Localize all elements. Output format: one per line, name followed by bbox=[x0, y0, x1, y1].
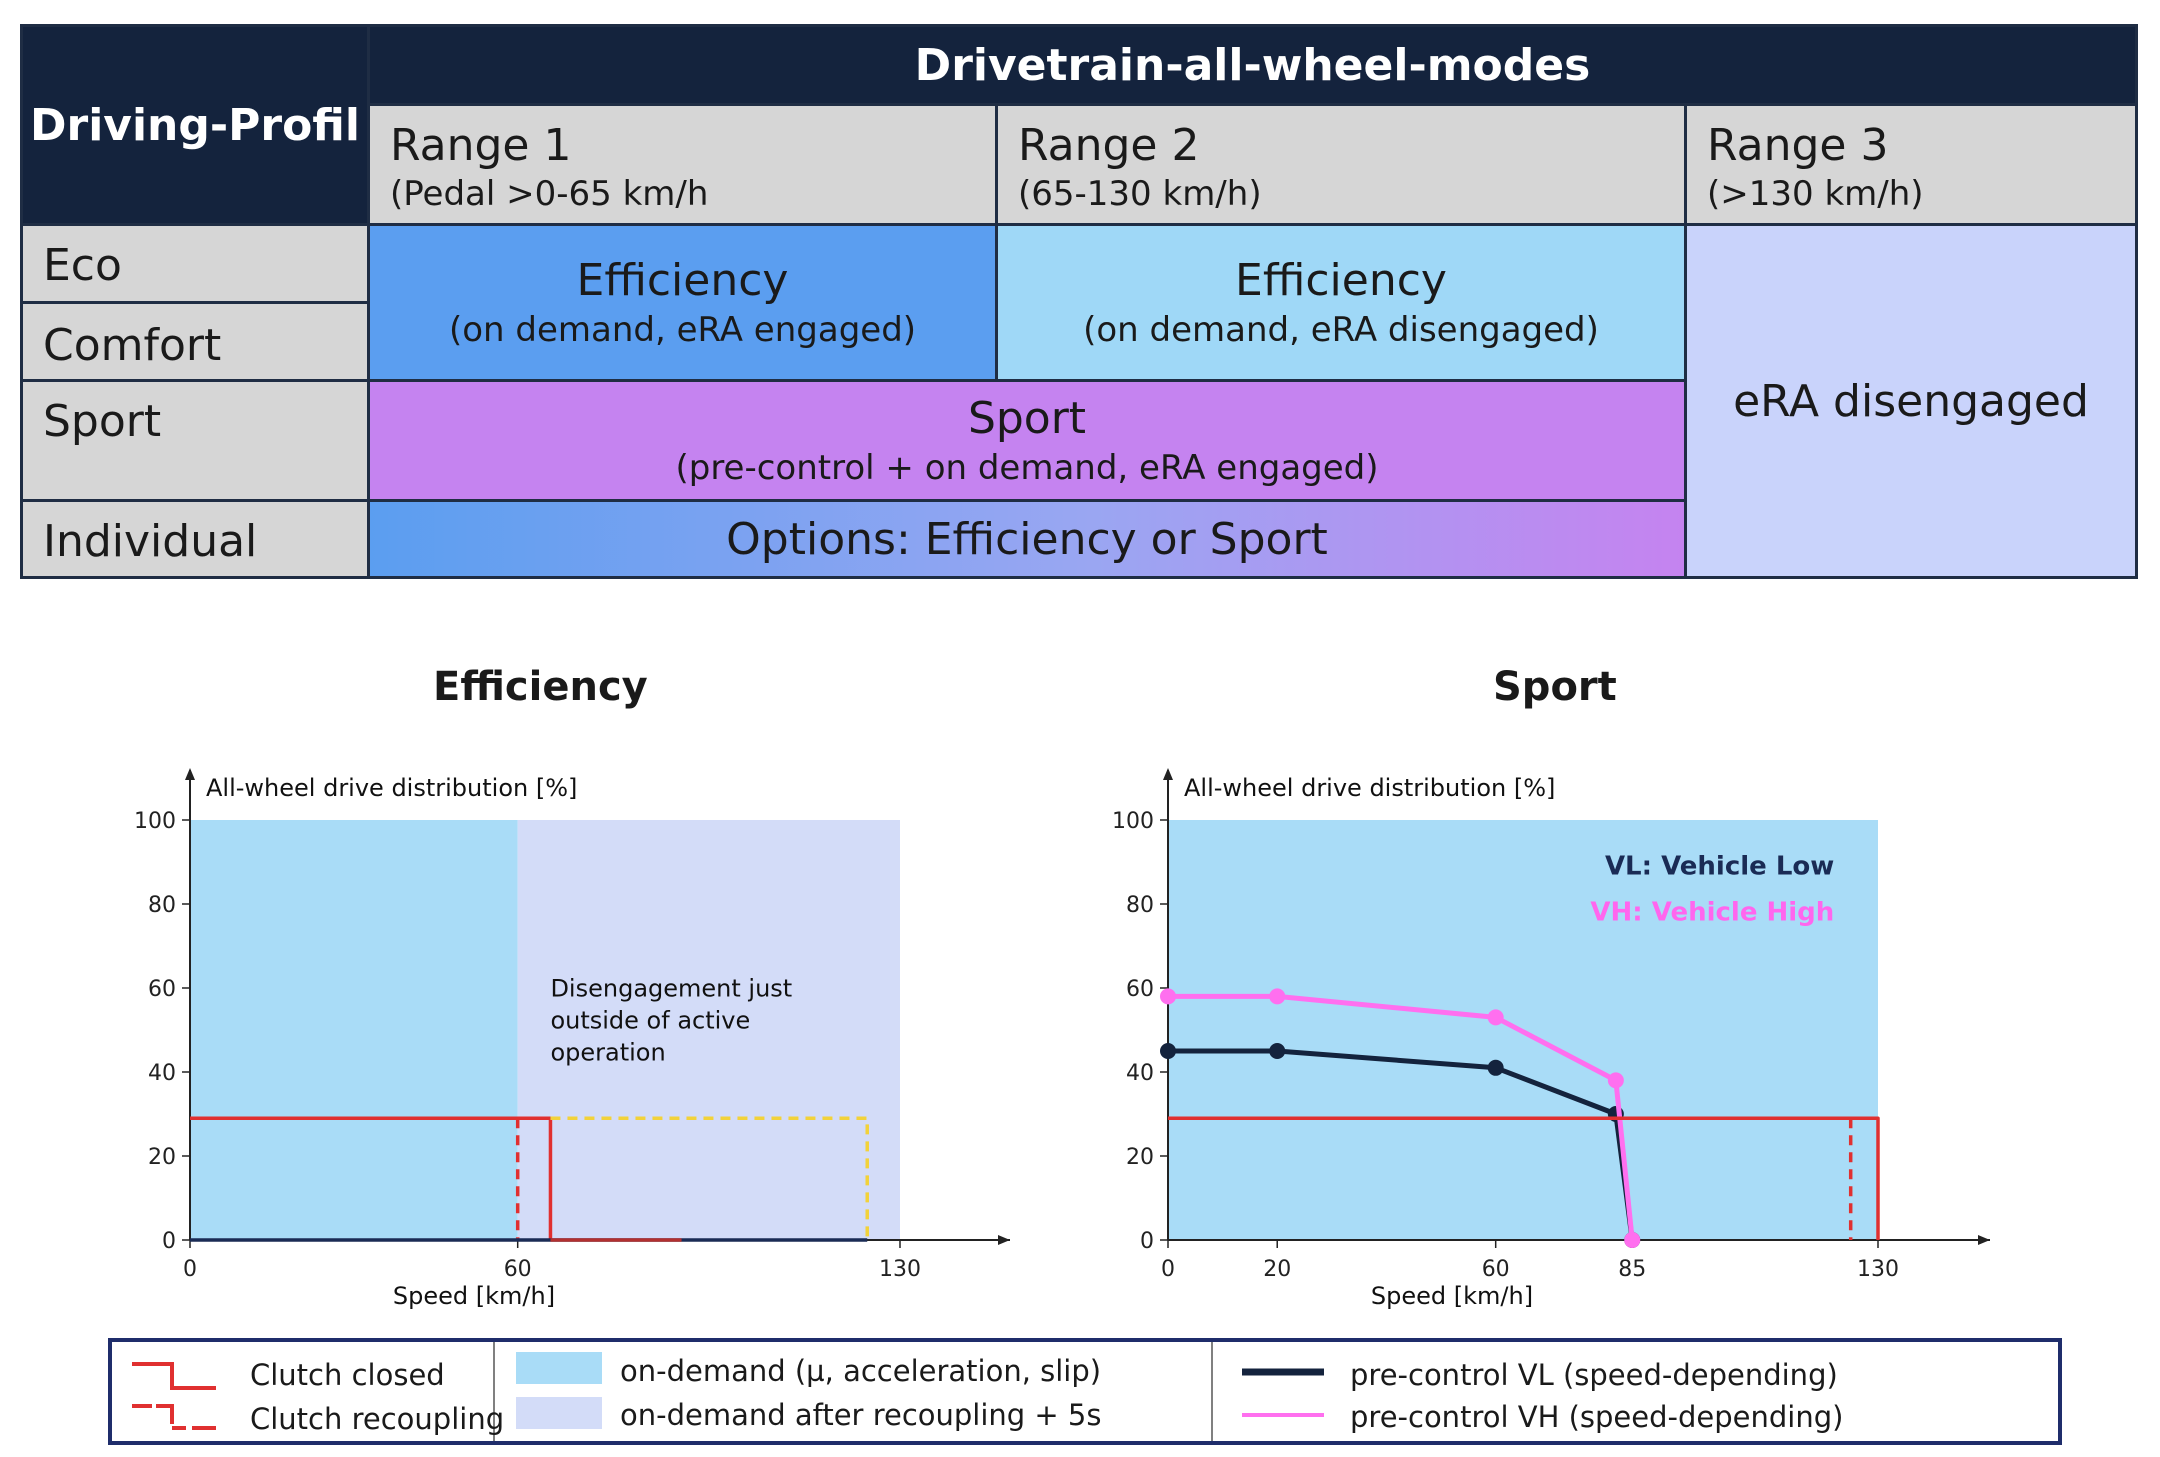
legend: Clutch closed Clutch recoupling on-deman… bbox=[108, 1338, 2062, 1445]
range-1-detail: (Pedal >0-65 km/h bbox=[390, 174, 709, 214]
y-tick-label: 80 bbox=[1126, 893, 1154, 918]
y-axis-arrow bbox=[1163, 768, 1173, 780]
y-tick-label: 0 bbox=[1140, 1229, 1154, 1254]
efficiency-chart-title: Efficiency bbox=[433, 664, 648, 710]
efficiency-range-2-detail: (on demand, eRA disengaged) bbox=[1083, 310, 1599, 350]
range-3-name: Range 3 bbox=[1707, 120, 1889, 171]
y-tick-label: 100 bbox=[134, 809, 176, 834]
y-tick-label: 40 bbox=[148, 1061, 176, 1086]
profile-sport-label: Sport bbox=[43, 396, 162, 447]
x-axis-arrow bbox=[1978, 1235, 1990, 1245]
series-line-2 bbox=[550, 1116, 869, 1240]
range-1-name: Range 1 bbox=[390, 120, 572, 171]
sport-cell-title: Sport bbox=[967, 393, 1087, 444]
driving-profil-header: Driving-Profil bbox=[20, 24, 370, 226]
efficiency-range-1-title: Efficiency bbox=[576, 255, 789, 306]
profile-individual: Individual bbox=[20, 499, 370, 579]
y-tick-label: 20 bbox=[148, 1145, 176, 1170]
x-tick-label: 60 bbox=[504, 1257, 532, 1282]
series-point-1 bbox=[1607, 1072, 1624, 1089]
profile-eco-label: Eco bbox=[43, 240, 122, 291]
legend-clutch-recoupling: Clutch recoupling bbox=[250, 1402, 505, 1436]
on-demand-after-swatch bbox=[516, 1397, 602, 1429]
y-axis-arrow bbox=[185, 768, 195, 780]
range-3-header: Range 3 (>130 km/h) bbox=[1684, 103, 2138, 226]
range-2-name: Range 2 bbox=[1018, 120, 1200, 171]
x-axis-label: Speed [km/h] bbox=[1371, 1282, 1533, 1310]
annotation-line: operation bbox=[550, 1038, 665, 1066]
sport-cell: Sport (pre-control + on demand, eRA enga… bbox=[367, 379, 1687, 502]
efficiency-chart: 0 20 40 60 80 100 0 60 130 All-wheel drive distri… bbox=[134, 768, 1010, 1310]
clutch-closed-symbol bbox=[132, 1362, 216, 1390]
vehicle-note: VH: Vehicle High bbox=[1590, 898, 1834, 928]
drivetrain-modes-label: Drivetrain-all-wheel-modes bbox=[914, 39, 1591, 91]
legend-clutch-closed: Clutch closed bbox=[250, 1358, 445, 1392]
efficiency-range-1-detail: (on demand, eRA engaged) bbox=[448, 310, 917, 350]
series-point-0 bbox=[1487, 1059, 1504, 1076]
x-tick-label: 60 bbox=[1482, 1257, 1510, 1282]
y-tick-label: 20 bbox=[1126, 1145, 1154, 1170]
driving-profil-label: Driving-Profil bbox=[29, 99, 361, 151]
profile-comfort: Comfort bbox=[20, 301, 370, 382]
x-axis-label: Speed [km/h] bbox=[393, 1282, 555, 1310]
x-tick-label: 0 bbox=[1161, 1257, 1175, 1282]
legend-pre-control-vl: pre-control VL (speed-depending) bbox=[1350, 1358, 1838, 1392]
legend-on-demand: on-demand (µ, acceleration, slip) bbox=[620, 1354, 1102, 1388]
x-tick-label: 130 bbox=[1857, 1257, 1899, 1282]
series-point-1 bbox=[1487, 1009, 1504, 1026]
range-2-detail: (65-130 km/h) bbox=[1018, 174, 1262, 214]
efficiency-range-2-cell: Efficiency (on demand, eRA disengaged) bbox=[995, 223, 1687, 382]
charts-canvas: 0 20 40 60 80 100 0 60 130 All-wheel drive distri… bbox=[134, 768, 1990, 1310]
sport-chart: 0 20 40 60 80 100 0 20 60 85 130 All-wheel drive di… bbox=[1112, 768, 1990, 1310]
series-point-1 bbox=[1624, 1232, 1641, 1248]
sport-chart-title: Sport bbox=[1493, 664, 1617, 710]
y-tick-label: 60 bbox=[1126, 977, 1154, 1002]
x-tick-label: 20 bbox=[1263, 1257, 1291, 1282]
chart-region-0 bbox=[190, 820, 518, 1240]
chart-region-1 bbox=[517, 820, 900, 1240]
y-axis-label: All-wheel drive distribution [%] bbox=[206, 774, 577, 802]
on-demand-swatch bbox=[516, 1352, 602, 1384]
legend-symbols bbox=[132, 1342, 1324, 1441]
annotation-line: outside of active bbox=[550, 1006, 750, 1034]
y-tick-label: 0 bbox=[162, 1229, 176, 1254]
range-3-cell: eRA disengaged bbox=[1684, 223, 2138, 579]
y-tick-label: 100 bbox=[1112, 809, 1154, 834]
y-axis-label: All-wheel drive distribution [%] bbox=[1184, 774, 1555, 802]
individual-cell-text: Options: Efficiency or Sport bbox=[726, 513, 1328, 565]
sport-cell-detail: (pre-control + on demand, eRA engaged) bbox=[675, 448, 1379, 488]
profile-individual-label: Individual bbox=[43, 516, 258, 567]
x-tick-label: 0 bbox=[183, 1257, 197, 1282]
x-tick-label: 130 bbox=[879, 1257, 921, 1282]
legend-on-demand-after: on-demand after recoupling + 5s bbox=[620, 1398, 1102, 1432]
range-1-header: Range 1 (Pedal >0-65 km/h bbox=[367, 103, 998, 226]
series-line-2 bbox=[1168, 1116, 1880, 1240]
series-point-1 bbox=[1269, 988, 1286, 1005]
series-point-0 bbox=[1160, 1043, 1176, 1059]
y-tick-label: 60 bbox=[148, 977, 176, 1002]
x-tick-label: 85 bbox=[1618, 1257, 1646, 1282]
annotation-line: Disengagement just bbox=[550, 974, 792, 1002]
series-point-0 bbox=[1269, 1043, 1286, 1059]
x-axis-arrow bbox=[998, 1235, 1010, 1245]
legend-pre-control-vh: pre-control VH (speed-depending) bbox=[1350, 1400, 1844, 1434]
efficiency-range-2-title: Efficiency bbox=[1235, 255, 1447, 306]
y-tick-label: 80 bbox=[148, 893, 176, 918]
clutch-recoupling-symbol bbox=[132, 1404, 216, 1430]
profile-comfort-label: Comfort bbox=[43, 320, 222, 371]
range-3-detail: (>130 km/h) bbox=[1707, 174, 1924, 214]
individual-cell: Options: Efficiency or Sport bbox=[367, 499, 1687, 579]
vehicle-note: VL: Vehicle Low bbox=[1605, 852, 1834, 882]
efficiency-range-1-cell: Efficiency (on demand, eRA engaged) bbox=[367, 223, 998, 382]
series-point-1 bbox=[1160, 988, 1176, 1005]
range-3-cell-text: eRA disengaged bbox=[1733, 375, 2089, 427]
y-tick-label: 40 bbox=[1126, 1061, 1154, 1086]
